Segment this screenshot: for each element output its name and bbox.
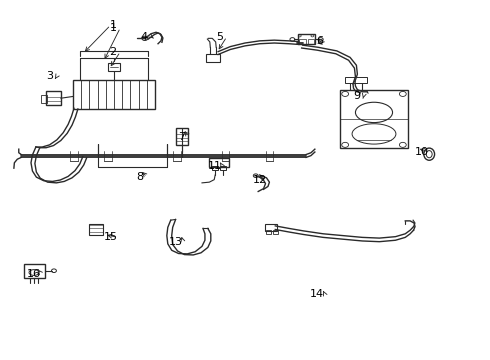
Bar [24, 264, 45, 278]
Bar [299, 40, 306, 44]
Bar [73, 80, 155, 109]
Text: 1: 1 [110, 23, 117, 33]
Bar [175, 128, 188, 145]
Bar [209, 158, 229, 167]
Bar [89, 224, 103, 234]
Bar [108, 63, 120, 71]
Text: 8: 8 [136, 172, 144, 182]
Text: 2: 2 [109, 46, 117, 57]
Bar [345, 77, 367, 83]
Text: 11: 11 [208, 161, 221, 171]
Text: 13: 13 [169, 237, 183, 247]
Circle shape [142, 36, 148, 41]
Text: 3: 3 [46, 71, 53, 81]
Text: 10: 10 [415, 147, 429, 157]
Text: 6: 6 [316, 36, 323, 46]
Text: 15: 15 [103, 232, 118, 242]
Bar [41, 95, 47, 103]
Bar [206, 54, 220, 62]
Bar [273, 230, 278, 234]
Bar [308, 40, 315, 44]
Bar [220, 166, 226, 170]
Text: 9: 9 [353, 91, 360, 101]
Bar [298, 35, 316, 44]
Bar [267, 230, 271, 234]
Text: 5: 5 [216, 32, 223, 41]
Text: 4: 4 [140, 32, 147, 41]
Bar [46, 91, 61, 105]
Bar [212, 166, 218, 170]
Bar [265, 225, 277, 231]
Bar [340, 90, 408, 148]
Text: 7: 7 [178, 132, 185, 142]
Text: 1: 1 [110, 20, 117, 30]
Text: 12: 12 [253, 175, 267, 185]
Text: 14: 14 [310, 289, 324, 299]
Text: 16: 16 [27, 269, 41, 279]
